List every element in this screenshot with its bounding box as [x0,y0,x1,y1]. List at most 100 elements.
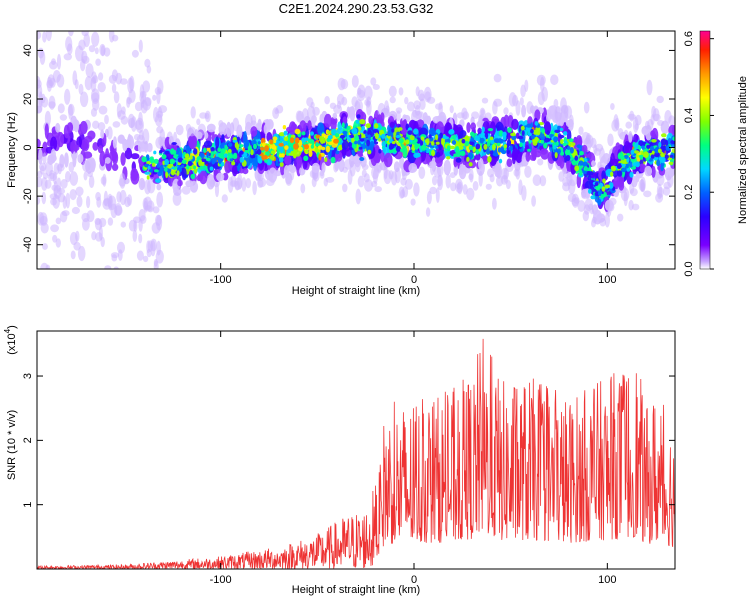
spectrogram-cell [103,197,112,207]
spectrogram-cell [363,130,367,134]
spectrogram-cell [361,134,367,138]
spectrogram-ticks: -100 0 100 -40 -20 0 20 40 [22,31,675,286]
spectrogram-cell [563,131,568,136]
spectrogram-cell [158,300,166,314]
spectrogram-cell [481,126,485,133]
spectrogram-cell [394,167,401,184]
spectrogram-cell [82,160,91,173]
spectrogram-cell [97,82,106,93]
spectrogram-cell [127,133,132,149]
spectrogram-cell [323,113,332,128]
colorbar-tick-label: 0.0 [683,261,695,276]
spectrogram-cell [143,200,148,213]
spectrogram-cell [110,252,120,259]
spectrogram-cell [621,161,627,164]
spectrogram-cell [555,141,559,147]
spectrogram-cell [201,158,206,162]
spectrogram-cell [356,114,361,119]
spectrogram-cell [626,168,631,172]
spectrogram-cell [515,100,521,116]
spectrogram-cell [433,166,442,178]
spectrogram-cell [330,156,336,164]
spectrogram-cell [380,149,385,163]
spectrogram-cell [37,47,45,59]
spectrogram-cell [156,183,162,191]
spectrogram-cell [409,135,415,141]
spectrogram-cell [443,159,451,176]
spectrogram-cell [49,60,58,70]
spectrogram-cell [203,147,207,154]
spectrogram-cell [304,144,310,150]
spectrogram-cell [42,243,48,250]
spectrogram-cell [557,148,561,155]
spectrogram-cell [651,139,657,143]
spectrogram-cell [400,120,409,136]
spectrogram-cell [558,134,565,139]
x-tick-label: -100 [210,274,232,286]
spectrogram-cell [366,100,372,116]
spectrogram-cell [113,266,120,269]
spectrogram-cell [223,153,228,158]
spectrogram-cell [262,142,266,148]
spectrogram-cell [92,120,100,129]
spectrogram-cell [354,135,359,142]
y-tick-label: -40 [22,237,34,253]
spectrogram-cell [268,167,278,183]
spectrogram-cell [324,157,328,163]
spectrogram-cell [414,143,419,150]
spectrogram-cell [581,131,590,145]
spectrogram-cell [339,134,345,139]
spectrogram-cell [373,141,379,145]
spectrogram-cell [99,150,106,167]
spectrogram-cell [297,146,303,152]
spectrogram-cell [284,155,292,166]
spectrogram-cell [485,147,490,155]
spectrogram-cell [176,170,180,176]
spectrogram-cell [317,145,323,150]
spectrogram-cell [170,170,175,176]
spectrogram-cell [511,135,517,141]
spectrogram-cell [541,127,545,134]
spectrogram-cell [63,53,72,61]
spectrogram-cell [524,165,532,178]
snr-xlabel: Height of straight line (km) [292,584,420,596]
spectrogram-cell [164,150,170,155]
spectrogram-cell [111,69,118,82]
spectrogram-cell [104,114,109,125]
spectrogram-cell [563,105,573,119]
spectrogram-cell [591,219,596,228]
spectrogram-cell [646,79,653,96]
spectrogram-cell [475,152,481,161]
spectrogram-cell [53,162,60,175]
spectrogram-cell [283,136,289,142]
spectrogram-cell [224,160,232,174]
spectrogram-cell [209,166,214,171]
colorbar [699,30,711,270]
spectrogram-cell [300,183,306,194]
spectrogram-cell [657,186,664,198]
spectrogram-cell [639,154,644,158]
spectrogram-cell [462,184,468,195]
spectrogram-cell [419,127,428,137]
spectrogram-cell [264,158,268,163]
spectrogram-cell [153,150,157,155]
spectrogram-cell [464,140,470,147]
spectrogram-cell [330,147,335,151]
spectrogram-cell [132,229,138,242]
spectrogram-cell [232,139,238,143]
spectrogram-cell [590,195,596,200]
spectrogram-cell [374,132,379,140]
spectrogram-cell [330,116,338,125]
spectrogram-cell [530,128,534,134]
spectrogram-cell [617,153,622,160]
spectrogram-cell [524,79,529,93]
spectrogram-cell [367,134,371,140]
spectrogram-cell [364,85,373,101]
spectrogram-cell [131,49,139,58]
spectrogram-cell [413,182,420,197]
spectrogram-cell [39,212,48,225]
spectrogram-cell [376,114,383,124]
spectrogram-cell [141,156,147,163]
spectrogram-cell [128,219,137,232]
